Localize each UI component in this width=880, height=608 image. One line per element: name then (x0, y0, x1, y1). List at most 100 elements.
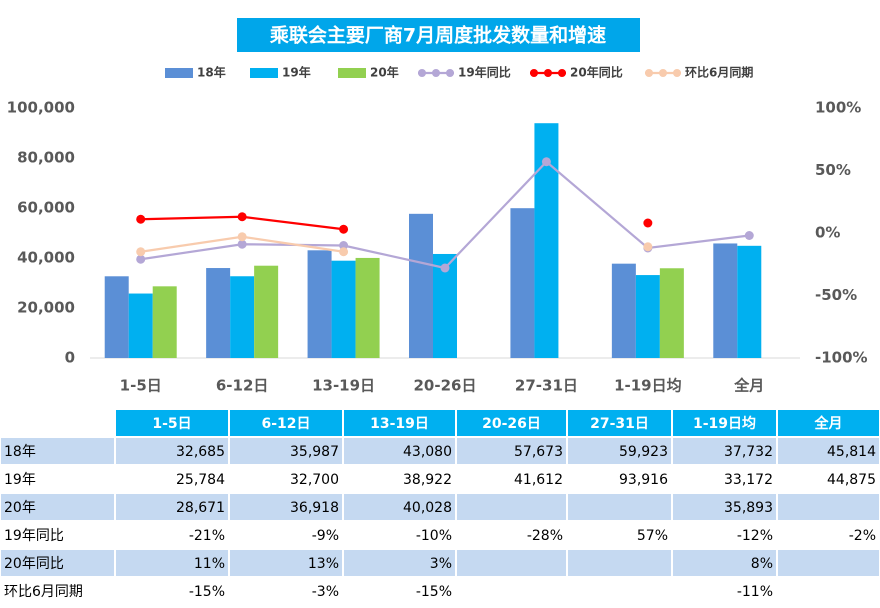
bar (737, 245, 762, 358)
y2-tick-label: 100% (815, 99, 861, 117)
table-cell (568, 522, 671, 548)
marker (339, 247, 349, 257)
bar (355, 257, 380, 358)
legend-swatch (338, 68, 366, 78)
marker (136, 214, 146, 224)
table-cell (230, 522, 342, 548)
legend-label: 18年 (197, 65, 226, 80)
table-cell (457, 466, 566, 492)
legend-marker (418, 69, 426, 77)
header-cell (568, 410, 671, 436)
row-label: 20年 (4, 500, 36, 516)
y2-tick-label: -50% (815, 286, 857, 304)
bar (307, 250, 332, 358)
header-cell (778, 410, 879, 436)
row-label: 19年 (4, 472, 36, 488)
legend-label: 19年同比 (458, 65, 511, 80)
table-value: -11% (737, 584, 773, 600)
header-cell (457, 410, 566, 436)
bar (510, 208, 535, 358)
table-value: 32,700 (290, 472, 339, 488)
table-cell (457, 578, 566, 604)
bar (128, 293, 153, 358)
table-cell (1, 494, 114, 520)
header-cell (673, 410, 776, 436)
line (141, 217, 648, 230)
table-cell (457, 494, 566, 520)
x-tick-label: 13-19日 (312, 377, 375, 395)
table-cell (230, 466, 342, 492)
table-cell (778, 522, 879, 548)
table-value: 43,080 (403, 444, 452, 460)
line (140, 160, 750, 270)
table-value: -10% (416, 528, 452, 544)
table-value: 28,671 (176, 500, 225, 516)
legend-marker (446, 69, 454, 77)
legend-label: 环比6月同期 (685, 65, 753, 80)
table-value: 93,916 (619, 472, 668, 488)
table-value: 57% (637, 528, 668, 544)
bar (104, 276, 129, 358)
table-value: -2% (849, 528, 876, 544)
marker (440, 263, 450, 273)
table-value: -15% (189, 584, 225, 600)
bar (713, 243, 738, 358)
chart-title: 乘联会主要厂商7月周度批发数量和增速 (269, 24, 606, 47)
header-cell (116, 410, 228, 436)
legend-swatch (165, 68, 193, 78)
x-tick-label: 1-19日均 (614, 377, 682, 395)
table-cell (778, 466, 879, 492)
bar (635, 275, 660, 358)
table-cell (344, 438, 455, 464)
marker (643, 242, 653, 252)
row-label: 环比6月同期 (4, 584, 83, 600)
table-value: 45,814 (827, 444, 876, 460)
table-value: -9% (312, 528, 339, 544)
legend-label: 20年 (370, 65, 399, 80)
legend-marker (558, 69, 566, 77)
header-label: 27-31日 (590, 416, 649, 432)
table-value: 44,875 (827, 472, 876, 488)
table-cell (116, 522, 228, 548)
table-value: 59,923 (619, 444, 668, 460)
header-label: 20-26日 (482, 416, 541, 432)
marker (339, 224, 349, 234)
marker (237, 212, 247, 222)
table-value: -15% (416, 584, 452, 600)
y-tick-label: 100,000 (7, 99, 75, 117)
header-label: 全月 (814, 415, 843, 432)
table-cell (457, 550, 566, 576)
row-label: 20年同比 (4, 556, 64, 572)
legend-label: 19年 (282, 65, 311, 80)
table-cell (116, 578, 228, 604)
legend-marker (544, 69, 552, 77)
table-value: 13% (308, 556, 339, 572)
marker (643, 218, 653, 228)
table-cell (1, 438, 114, 464)
table-cell (778, 494, 879, 520)
table-cell (344, 550, 455, 576)
marker (136, 254, 146, 264)
row-label: 19年同比 (4, 528, 64, 544)
x-tick-label: 1-5日 (120, 377, 162, 395)
legend-marker (530, 69, 538, 77)
table-cell (673, 494, 776, 520)
table-cell (673, 438, 776, 464)
bar (331, 260, 356, 358)
table-cell (673, 550, 776, 576)
table-cell (673, 466, 776, 492)
bar (409, 213, 433, 358)
legend-swatch (250, 68, 278, 78)
line (141, 237, 648, 252)
marker (237, 239, 247, 249)
table-cell (568, 578, 671, 604)
legend-marker (432, 69, 440, 77)
y-tick-label: 20,000 (17, 299, 75, 317)
table-cell (230, 578, 342, 604)
table-cell (230, 494, 342, 520)
table-value: -12% (737, 528, 773, 544)
legend-marker (659, 69, 667, 77)
legend-label: 20年同比 (570, 65, 623, 80)
